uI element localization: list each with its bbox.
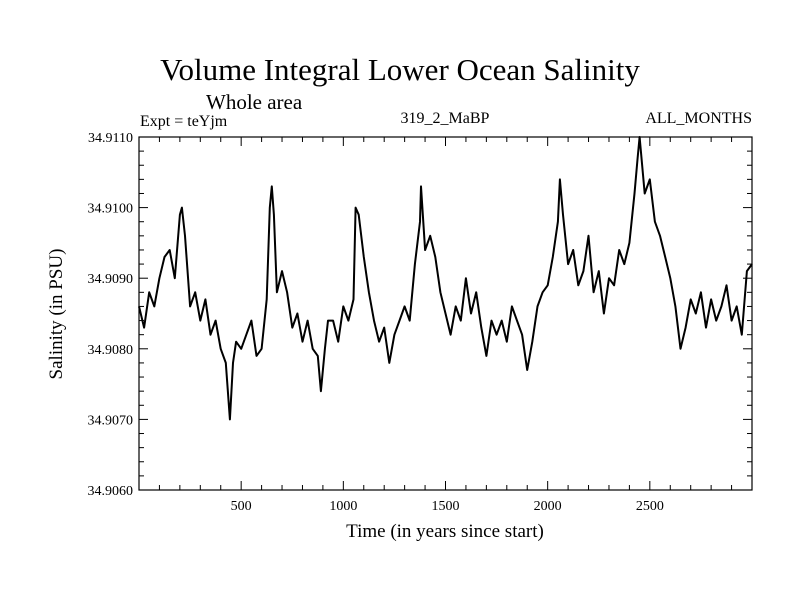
y-tick-label: 34.9100 — [88, 202, 134, 217]
x-axis-label: Time (in years since start) — [346, 521, 544, 542]
run-id-label: 319_2_MaBP — [400, 110, 490, 127]
y-tick-label: 34.9060 — [88, 484, 134, 499]
chart-subtitle: Whole area — [206, 90, 303, 114]
x-tick-label: 2500 — [636, 499, 664, 514]
x-tick-label: 1000 — [329, 499, 357, 514]
chart-title: Volume Integral Lower Ocean Salinity — [160, 52, 640, 87]
period-label: ALL_MONTHS — [645, 110, 752, 127]
experiment-label: Expt = teYjm — [140, 113, 228, 130]
x-tick-label: 500 — [231, 499, 252, 514]
y-tick-label: 34.9090 — [88, 272, 134, 287]
y-axis-label: Salinity (in PSU) — [46, 249, 67, 380]
y-tick-label: 34.9070 — [88, 413, 134, 428]
y-tick-label: 34.9110 — [88, 131, 133, 146]
y-tick-label: 34.9080 — [88, 343, 134, 358]
x-tick-label: 1500 — [432, 499, 460, 514]
series-line-salinity — [138, 136, 753, 421]
x-tick-label: 2000 — [534, 499, 562, 514]
